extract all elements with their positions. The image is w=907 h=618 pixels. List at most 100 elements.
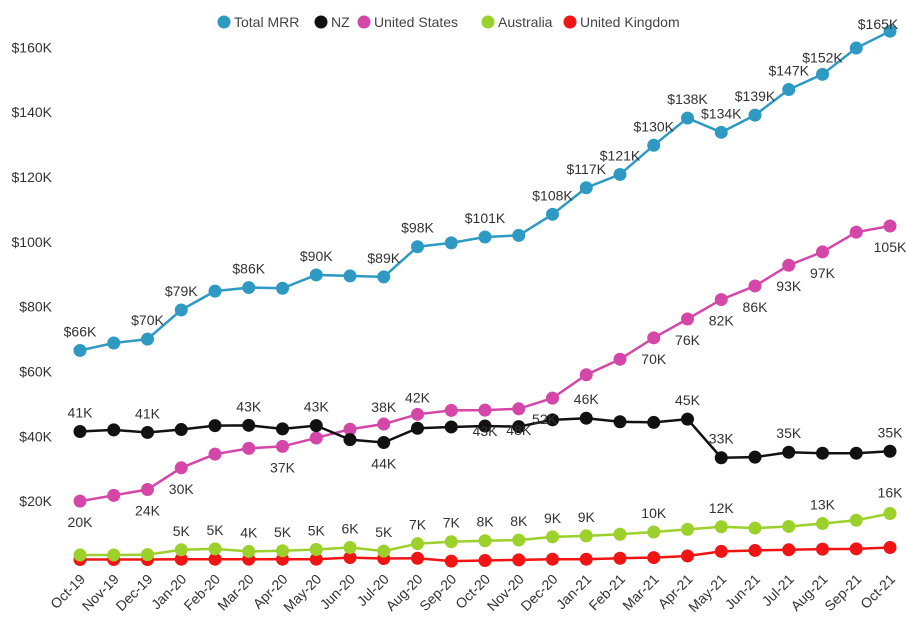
data-point[interactable]: [883, 506, 897, 520]
data-point[interactable]: [849, 41, 863, 55]
data-point[interactable]: [849, 446, 863, 460]
data-point[interactable]: [141, 425, 154, 439]
data-point[interactable]: [579, 181, 593, 195]
data-point[interactable]: [141, 483, 154, 497]
data-point[interactable]: [579, 529, 593, 543]
data-point[interactable]: [782, 258, 796, 272]
data-point[interactable]: [816, 67, 829, 81]
data-point[interactable]: [343, 541, 357, 555]
data-point[interactable]: [546, 207, 559, 221]
data-point[interactable]: [141, 548, 154, 562]
data-point[interactable]: [579, 368, 593, 382]
data-point[interactable]: [309, 419, 323, 433]
legend-item-0[interactable]: Total MRR: [217, 14, 300, 30]
legend-item-2[interactable]: United States: [357, 14, 459, 30]
data-point[interactable]: [208, 447, 222, 461]
data-point[interactable]: [309, 542, 323, 556]
data-point[interactable]: [174, 303, 188, 317]
data-point[interactable]: [276, 439, 289, 453]
data-point[interactable]: [411, 240, 424, 254]
data-point[interactable]: [107, 548, 121, 562]
data-point[interactable]: [141, 332, 154, 346]
data-point[interactable]: [647, 525, 661, 539]
data-point[interactable]: [512, 402, 526, 416]
data-point[interactable]: [714, 520, 728, 534]
data-point[interactable]: [849, 513, 863, 527]
data-point[interactable]: [546, 413, 559, 427]
data-point[interactable]: [849, 225, 863, 239]
data-point[interactable]: [73, 548, 87, 562]
data-point[interactable]: [647, 138, 661, 152]
data-point[interactable]: [343, 551, 357, 565]
data-point[interactable]: [816, 542, 829, 556]
data-point[interactable]: [782, 445, 796, 459]
legend-item-3[interactable]: Australia: [481, 14, 553, 30]
data-point[interactable]: [478, 230, 492, 244]
data-point[interactable]: [208, 284, 222, 298]
data-point[interactable]: [309, 268, 323, 282]
data-point[interactable]: [681, 312, 694, 326]
data-point[interactable]: [411, 551, 424, 565]
data-point[interactable]: [411, 537, 424, 551]
data-point[interactable]: [73, 494, 87, 508]
data-point[interactable]: [816, 245, 829, 259]
data-point[interactable]: [714, 293, 728, 307]
data-point[interactable]: [748, 543, 762, 557]
data-point[interactable]: [512, 228, 526, 242]
data-point[interactable]: [714, 544, 728, 558]
data-point[interactable]: [208, 542, 222, 556]
data-point[interactable]: [681, 549, 694, 563]
data-point[interactable]: [242, 441, 256, 455]
data-point[interactable]: [377, 417, 391, 431]
data-point[interactable]: [242, 281, 256, 295]
data-point[interactable]: [242, 544, 256, 558]
data-point[interactable]: [883, 24, 897, 38]
data-point[interactable]: [107, 336, 121, 350]
data-point[interactable]: [478, 534, 492, 548]
data-point[interactable]: [276, 422, 289, 436]
data-point[interactable]: [748, 108, 762, 122]
data-point[interactable]: [512, 533, 526, 547]
data-point[interactable]: [478, 419, 492, 433]
data-point[interactable]: [444, 535, 458, 549]
data-point[interactable]: [647, 415, 661, 429]
data-point[interactable]: [546, 530, 559, 544]
data-point[interactable]: [681, 522, 694, 536]
data-point[interactable]: [174, 423, 188, 437]
data-point[interactable]: [613, 415, 627, 429]
data-point[interactable]: [107, 488, 121, 502]
data-point[interactable]: [613, 167, 627, 181]
data-point[interactable]: [343, 269, 357, 283]
data-point[interactable]: [444, 554, 458, 568]
data-point[interactable]: [714, 451, 728, 465]
data-point[interactable]: [748, 450, 762, 464]
data-point[interactable]: [107, 423, 121, 437]
data-point[interactable]: [276, 281, 289, 295]
data-point[interactable]: [647, 331, 661, 345]
data-point[interactable]: [579, 552, 593, 566]
data-point[interactable]: [849, 542, 863, 556]
data-point[interactable]: [512, 553, 526, 567]
data-point[interactable]: [782, 543, 796, 557]
data-point[interactable]: [613, 551, 627, 565]
data-point[interactable]: [309, 431, 323, 445]
data-point[interactable]: [546, 552, 559, 566]
legend-item-1[interactable]: NZ: [314, 14, 351, 30]
data-point[interactable]: [73, 343, 87, 357]
data-point[interactable]: [816, 517, 829, 531]
data-point[interactable]: [208, 552, 222, 566]
data-point[interactable]: [816, 446, 829, 460]
data-point[interactable]: [411, 407, 424, 421]
data-point[interactable]: [478, 403, 492, 417]
data-point[interactable]: [444, 403, 458, 417]
data-point[interactable]: [276, 544, 289, 558]
data-point[interactable]: [242, 418, 256, 432]
data-point[interactable]: [748, 279, 762, 293]
data-point[interactable]: [883, 219, 897, 233]
data-point[interactable]: [883, 541, 897, 555]
data-point[interactable]: [174, 461, 188, 475]
data-point[interactable]: [343, 422, 357, 436]
data-point[interactable]: [748, 521, 762, 535]
data-point[interactable]: [208, 419, 222, 433]
legend-item-4[interactable]: United Kingdom: [563, 14, 680, 30]
